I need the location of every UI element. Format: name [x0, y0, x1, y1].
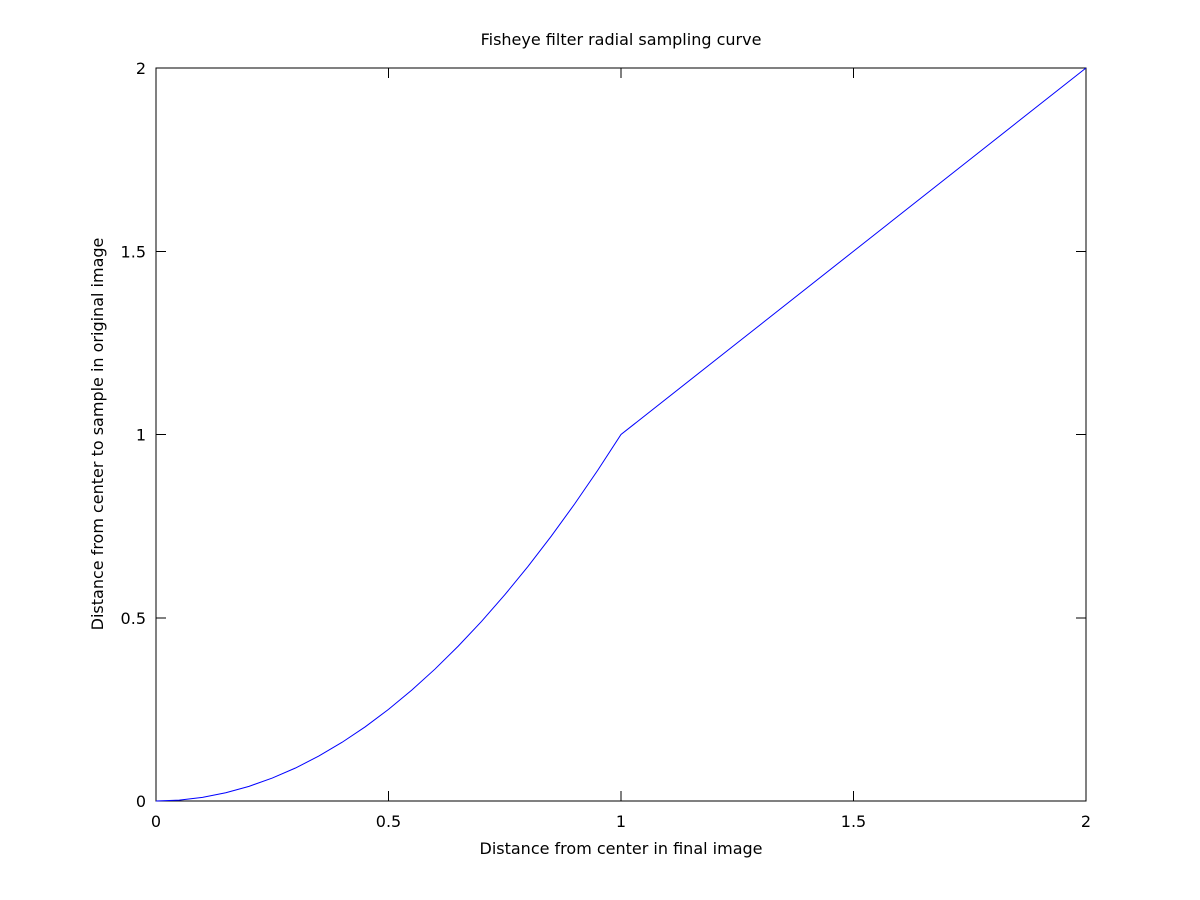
series-group: [155, 67, 1087, 802]
y-tick-label: 2: [136, 59, 146, 78]
y-tick-label: 0.5: [121, 609, 146, 628]
x-tick-label: 1: [616, 812, 626, 831]
x-axis-label: Distance from center in final image: [480, 839, 763, 858]
axis-ticks: [155, 67, 1087, 802]
y-axis-label: Distance from center to sample in origin…: [88, 238, 107, 631]
tick-labels: 0 0.5 1 1.5 2 0 0.5 1 1.5 2: [121, 59, 1092, 831]
y-tick-label: 1.5: [121, 242, 146, 261]
x-tick-label: 2: [1081, 812, 1091, 831]
series-line: [155, 67, 1087, 802]
x-tick-label: 1.5: [841, 812, 866, 831]
x-tick-label: 0.5: [376, 812, 401, 831]
x-tick-label: 0: [151, 812, 161, 831]
chart-title: Fisheye filter radial sampling curve: [481, 30, 762, 49]
y-tick-label: 0: [136, 792, 146, 811]
y-tick-label: 1: [136, 426, 146, 445]
